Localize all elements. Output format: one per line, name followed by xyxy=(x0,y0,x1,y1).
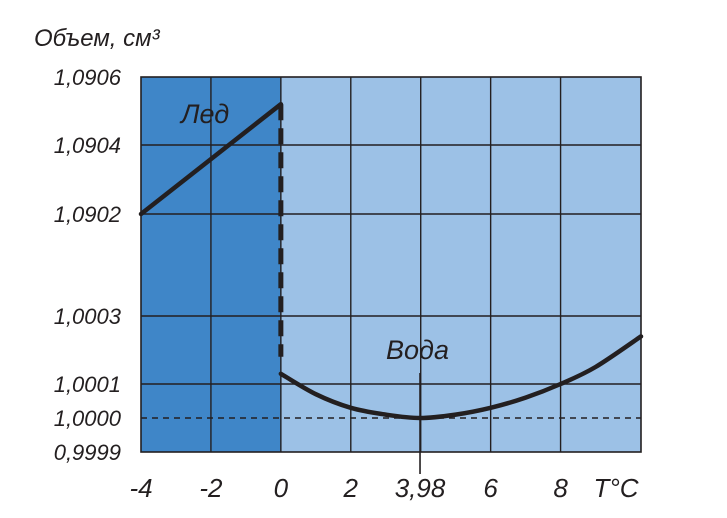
plot-frame xyxy=(140,76,642,453)
plot-border xyxy=(140,76,642,453)
y-tick-label: 1,0000 xyxy=(54,406,122,431)
y-tick-label: 1,0906 xyxy=(54,65,122,90)
series-label-ice: Лед xyxy=(179,99,229,129)
series-lines xyxy=(138,101,644,421)
y-tick-labels: 1,0906 1,0904 1,0902 1,0003 1,0001 1,0000 0,99… xyxy=(54,65,122,465)
y-tick-label: 1,0902 xyxy=(54,202,121,227)
x-tick-labels: -4 -2 0 2 3,98 6 8 xyxy=(129,473,568,503)
x-tick-label: 2 xyxy=(343,473,359,503)
series-line-ice xyxy=(138,101,284,217)
x-tick-label: 8 xyxy=(553,473,568,503)
x-tick-label: 6 xyxy=(483,473,498,503)
phase-regions xyxy=(141,77,641,452)
x-tick-label: 0 xyxy=(274,473,289,503)
x-tick-label: 3,98 xyxy=(395,473,446,503)
y-tick-label: 1,0001 xyxy=(54,372,121,397)
reference-lines xyxy=(141,373,641,474)
series-line-water xyxy=(278,334,644,421)
chart-title: Объем, см³ xyxy=(34,25,161,52)
y-tick-label: 1,0904 xyxy=(54,133,121,158)
y-tick-label: 0,9999 xyxy=(54,440,121,465)
series-label-water: Вода xyxy=(386,335,449,365)
y-tick-label: 1,0003 xyxy=(54,304,122,329)
x-tick-label: -4 xyxy=(129,473,152,503)
x-tick-label: -2 xyxy=(199,473,223,503)
water-region xyxy=(280,77,641,452)
x-axis-label: T°C xyxy=(593,473,638,503)
